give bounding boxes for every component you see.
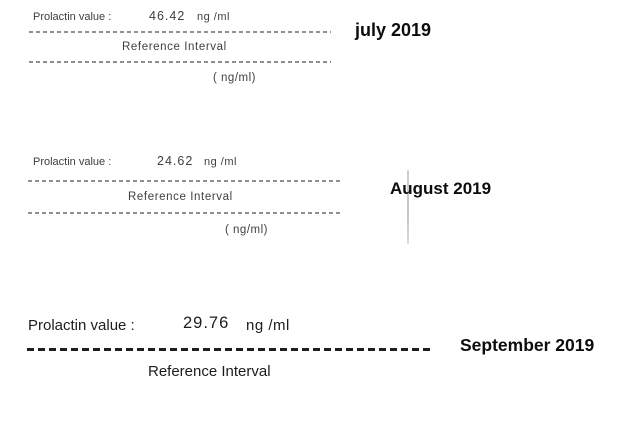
reference-interval-label: Reference Interval xyxy=(122,41,227,53)
prolactin-value: 24.62 xyxy=(157,154,194,168)
date-label-july-2019: july 2019 xyxy=(355,20,432,40)
reference-interval-label: Reference Interval xyxy=(128,191,233,203)
scan-artifact-vertical-line xyxy=(407,170,409,244)
prolactin-unit: ng /ml xyxy=(246,317,290,334)
date-label-september-2019: September 2019 xyxy=(460,335,595,355)
dashed-divider xyxy=(29,31,331,33)
date-label-august-2019: August 2019 xyxy=(390,179,492,198)
dashed-divider xyxy=(28,180,343,182)
prolactin-value: 29.76 xyxy=(183,314,230,332)
prolactin-unit: ng /ml xyxy=(204,156,237,168)
prolactin-value: 46.42 xyxy=(149,9,186,23)
prolactin-unit: ng /ml xyxy=(197,11,230,23)
prolactin-label: Prolactin value : xyxy=(33,156,112,168)
reference-unit-label: ( ng/ml) xyxy=(213,72,256,84)
prolactin-label: Prolactin value : xyxy=(28,317,135,334)
dashed-divider xyxy=(29,61,331,63)
reference-unit-label: ( ng/ml) xyxy=(225,224,268,236)
prolactin-label: Prolactin value : xyxy=(33,11,112,23)
reference-interval-label: Reference Interval xyxy=(148,363,271,380)
dashed-divider xyxy=(28,212,343,214)
dashed-divider xyxy=(27,348,432,351)
